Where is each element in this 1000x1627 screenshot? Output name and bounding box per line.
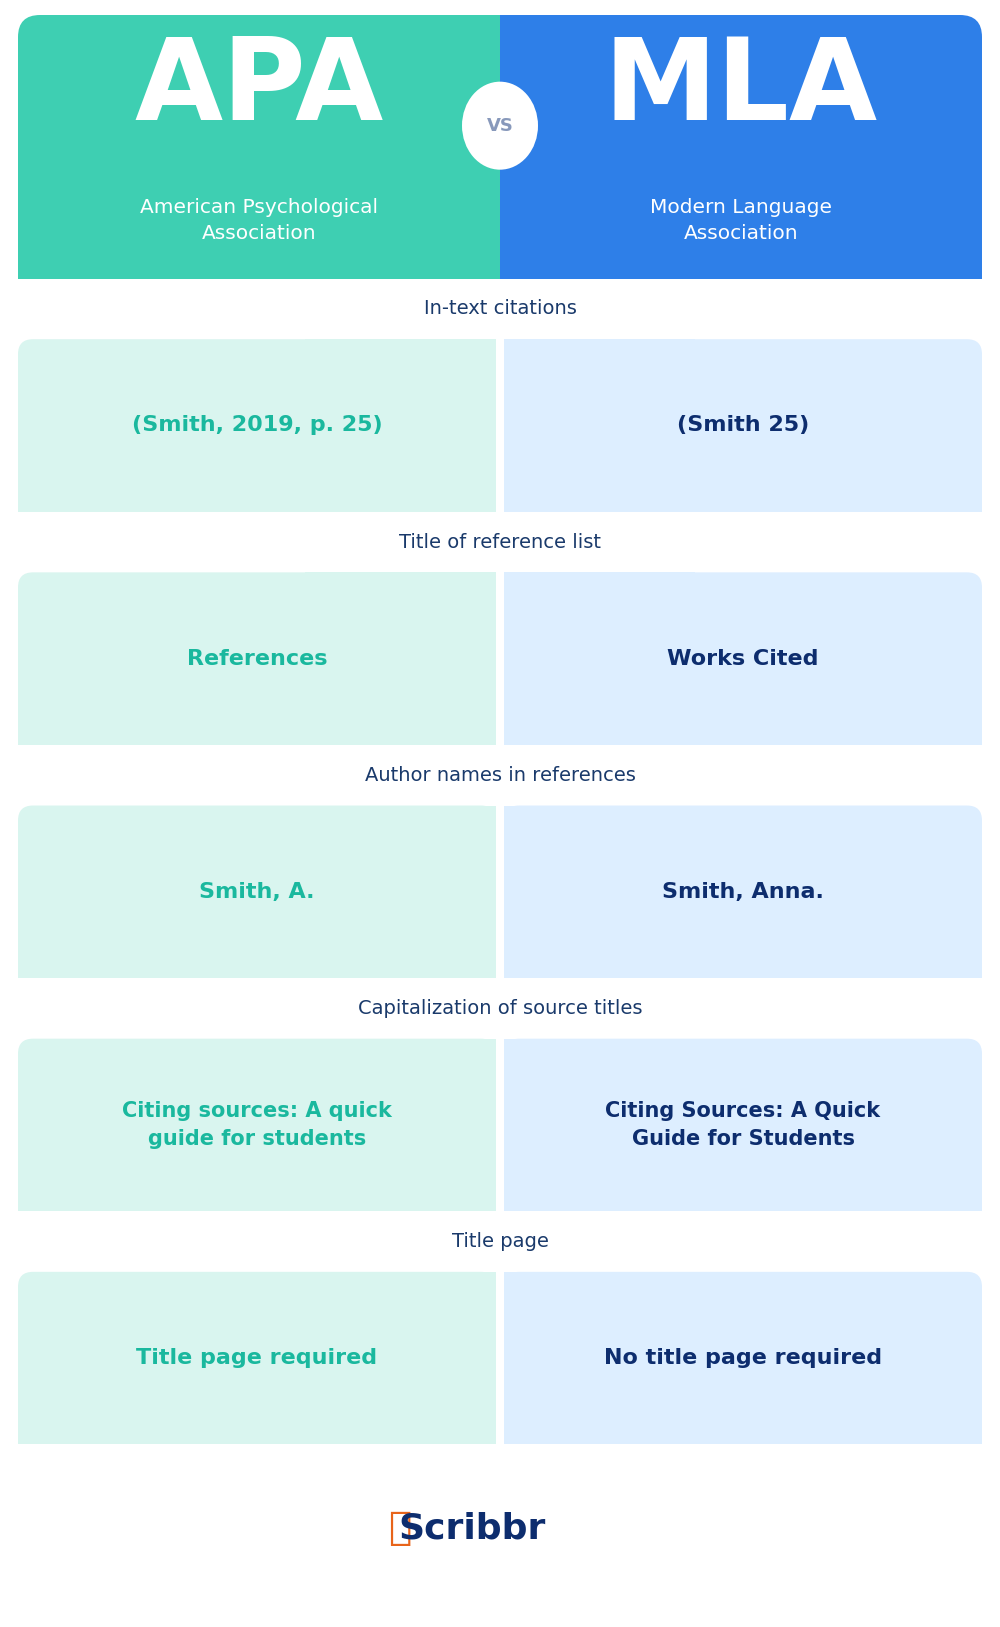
Text: Scribbr: Scribbr [398,1511,546,1546]
Bar [18,1375,496,1445]
Text: References: References [187,649,327,669]
Text: American Psychological
Association: American Psychological Association [140,198,378,244]
Bar [305,1038,496,1210]
FancyBboxPatch shape [18,573,496,745]
FancyBboxPatch shape [504,338,982,511]
Bar [18,675,496,745]
Text: Citing sources: A quick
guide for students: Citing sources: A quick guide for studen… [122,1101,392,1149]
Text: Author names in references: Author names in references [365,766,635,784]
FancyBboxPatch shape [18,1272,496,1445]
Bar [305,338,496,511]
Text: Capitalization of source titles: Capitalization of source titles [358,999,642,1019]
FancyBboxPatch shape [504,1272,982,1445]
Text: No title page required: No title page required [604,1349,882,1368]
Text: In-text citations: In-text citations [424,299,576,319]
Text: APA: APA [134,33,384,145]
Bar [500,159,982,278]
Bar [18,511,982,573]
Text: MLA: MLA [604,33,878,145]
Bar [504,443,982,511]
Bar [18,443,496,511]
Bar [305,573,496,745]
Bar [18,1142,496,1210]
Bar [504,805,695,978]
Text: VS: VS [487,117,513,135]
FancyBboxPatch shape [18,1038,496,1210]
Bar [504,573,695,745]
Bar [504,1375,982,1445]
FancyBboxPatch shape [504,805,982,978]
Bar [259,15,500,278]
Bar [305,1272,496,1445]
Bar [504,338,695,511]
Bar [305,805,496,978]
Text: Title of reference list: Title of reference list [399,532,601,552]
Bar [18,1445,982,1612]
Bar [18,978,982,1038]
Bar [18,909,496,978]
FancyBboxPatch shape [18,15,500,278]
Text: (Smith, 2019, p. 25): (Smith, 2019, p. 25) [132,415,382,436]
FancyBboxPatch shape [18,805,496,978]
Bar [18,159,500,278]
Bar [504,675,982,745]
Bar [504,909,982,978]
FancyBboxPatch shape [504,573,982,745]
Ellipse shape [462,81,538,169]
Bar [18,1210,982,1272]
Text: Smith, A.: Smith, A. [199,882,315,901]
Text: Title page required: Title page required [136,1349,378,1368]
Text: 🎓: 🎓 [388,1510,412,1547]
Bar [18,745,982,805]
Text: Citing Sources: A Quick
Guide for Students: Citing Sources: A Quick Guide for Studen… [605,1101,881,1149]
Bar [504,1038,695,1210]
Text: Smith, Anna.: Smith, Anna. [662,882,824,901]
Bar [500,15,741,278]
Text: (Smith 25): (Smith 25) [677,415,809,436]
Bar [504,1272,695,1445]
Text: Title page: Title page [452,1232,548,1251]
FancyBboxPatch shape [504,1038,982,1210]
Text: Modern Language
Association: Modern Language Association [650,198,832,244]
Bar [18,278,982,338]
Text: Works Cited: Works Cited [667,649,819,669]
FancyBboxPatch shape [500,15,982,278]
FancyBboxPatch shape [18,15,982,1612]
Bar [504,1142,982,1210]
FancyBboxPatch shape [18,338,496,511]
